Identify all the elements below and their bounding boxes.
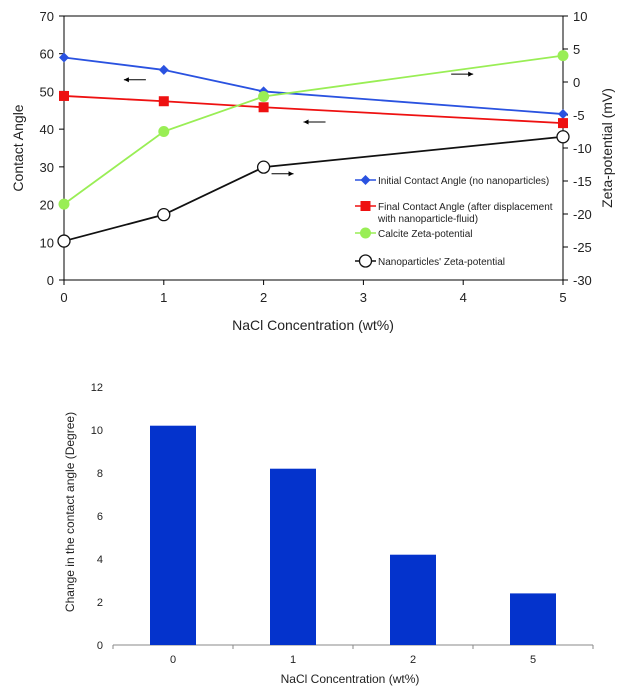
series-2 (59, 90, 568, 129)
legend-entry-4: Nanoparticles' Zeta-potential (355, 254, 505, 268)
top-annotation-arrows (123, 71, 474, 177)
data-point (558, 118, 568, 129)
top-y2-tick-label: -15 (573, 174, 592, 189)
top-x-tick-label: 0 (60, 290, 67, 305)
data-point (158, 96, 169, 107)
top-y-tick-label: 10 (40, 235, 54, 250)
bottom-x-tick-label: 5 (530, 654, 536, 666)
series-line (63, 54, 564, 205)
bottom-y-tick-label: 0 (97, 640, 103, 652)
bar-1 (270, 468, 316, 645)
legend-label-line2: with nanoparticle-fluid) (377, 214, 478, 225)
data-point (58, 198, 70, 210)
bottom-y-tick-label: 6 (97, 511, 103, 523)
top-y2-tick-label: -5 (573, 108, 585, 123)
top-y2-axis-label: Zeta-potential (mV) (599, 88, 615, 208)
bar-0 (150, 425, 196, 645)
bottom-y-tick-label: 2 (97, 597, 103, 609)
legend-label: Final Contact Angle (after displacement (378, 202, 553, 213)
top-x-axis-label: NaCl Concentration (wt%) (232, 317, 394, 333)
data-point (256, 160, 271, 174)
bottom-bars (150, 425, 556, 645)
bottom-x-tick-label: 0 (170, 654, 176, 666)
series-line (63, 135, 564, 242)
data-point (158, 126, 170, 137)
arrow-right (271, 171, 294, 177)
top-y-tick-label: 20 (40, 198, 54, 213)
top-y-tick-label: 60 (40, 47, 54, 62)
legend-entry-3: Calcite Zeta-potential (355, 227, 473, 240)
bottom-y-tick-label: 4 (97, 554, 103, 566)
top-y2-tick-label: 0 (573, 75, 580, 90)
top-y2-tick-label: 5 (573, 42, 580, 57)
bottom-y-tick-label: 10 (91, 425, 103, 437)
arrow-right (451, 71, 474, 77)
top-x-tick-label: 4 (460, 290, 467, 305)
bar-5 (510, 593, 556, 645)
top-x-ticks: 0 1 2 3 4 5 (60, 280, 567, 305)
data-point (556, 130, 570, 144)
data-point (157, 208, 171, 222)
top-y-tick-label: 30 (40, 160, 54, 175)
arrow-left (123, 77, 146, 83)
bottom-y-tick-label: 12 (91, 382, 103, 394)
bottom-y-ticks: 0 2 4 6 8 10 12 (91, 382, 103, 652)
top-x-tick-label: 2 (260, 290, 267, 305)
bottom-y-tick-label: 8 (97, 468, 103, 480)
bottom-x-tick-label: 2 (410, 654, 416, 666)
top-y-tick-label: 70 (40, 9, 54, 24)
top-y2-tick-label: -10 (573, 141, 592, 156)
legend-label: Calcite Zeta-potential (378, 229, 473, 240)
series-4 (57, 130, 570, 248)
series-3 (58, 50, 569, 210)
bar-2 (390, 554, 436, 645)
data-point (558, 109, 568, 120)
top-x-tick-label: 5 (559, 290, 566, 305)
data-point (360, 227, 371, 239)
top-plot-area (63, 15, 564, 281)
bottom-y-axis-label: Change in the contact angle (Degree) (63, 412, 77, 612)
series-line (63, 56, 564, 115)
legend-entry-1: Initial Contact Angle (no nanoparticles) (355, 175, 549, 187)
top-x-tick-label: 1 (160, 290, 167, 305)
arrow-left (303, 119, 326, 125)
legend-entry-2: Final Contact Angle (after displacementw… (355, 201, 553, 225)
series-line (63, 95, 564, 125)
top-line-chart: 0 10 20 30 40 50 60 70 -30 -25 -20 -15 -10 -5 0 5 10 0 1… (10, 9, 615, 333)
top-y2-tick-label: -25 (573, 240, 592, 255)
data-point (360, 201, 371, 211)
top-y2-tick-label: 10 (573, 9, 587, 24)
top-legend: Initial Contact Angle (no nanoparticles)… (355, 175, 553, 268)
top-y2-tick-label: -20 (573, 207, 592, 222)
data-point (360, 175, 371, 185)
data-point (57, 234, 71, 248)
bottom-x-ticks: 0 1 2 5 (112, 645, 594, 666)
top-right-y-ticks: -30 -25 -20 -15 -10 -5 0 5 10 (563, 9, 592, 288)
top-x-tick-label: 3 (360, 290, 367, 305)
data-point (258, 91, 270, 103)
top-y2-tick-label: -30 (573, 273, 592, 288)
top-y-tick-label: 0 (47, 273, 54, 288)
bottom-x-tick-label: 1 (290, 654, 296, 666)
top-y-axis-label: Contact Angle (10, 104, 26, 191)
data-point (258, 102, 269, 113)
bottom-x-axis-label: NaCl Concentration (wt%) (281, 672, 420, 686)
top-series-lines (57, 50, 570, 248)
top-y-tick-label: 40 (40, 122, 54, 137)
data-point (59, 52, 69, 63)
data-point (59, 90, 69, 101)
data-point (557, 50, 569, 62)
legend-label: Initial Contact Angle (no nanoparticles) (378, 176, 549, 187)
data-point (358, 254, 373, 268)
data-point (158, 64, 169, 75)
legend-label: Nanoparticles' Zeta-potential (378, 257, 505, 268)
top-y-tick-label: 50 (40, 84, 54, 99)
